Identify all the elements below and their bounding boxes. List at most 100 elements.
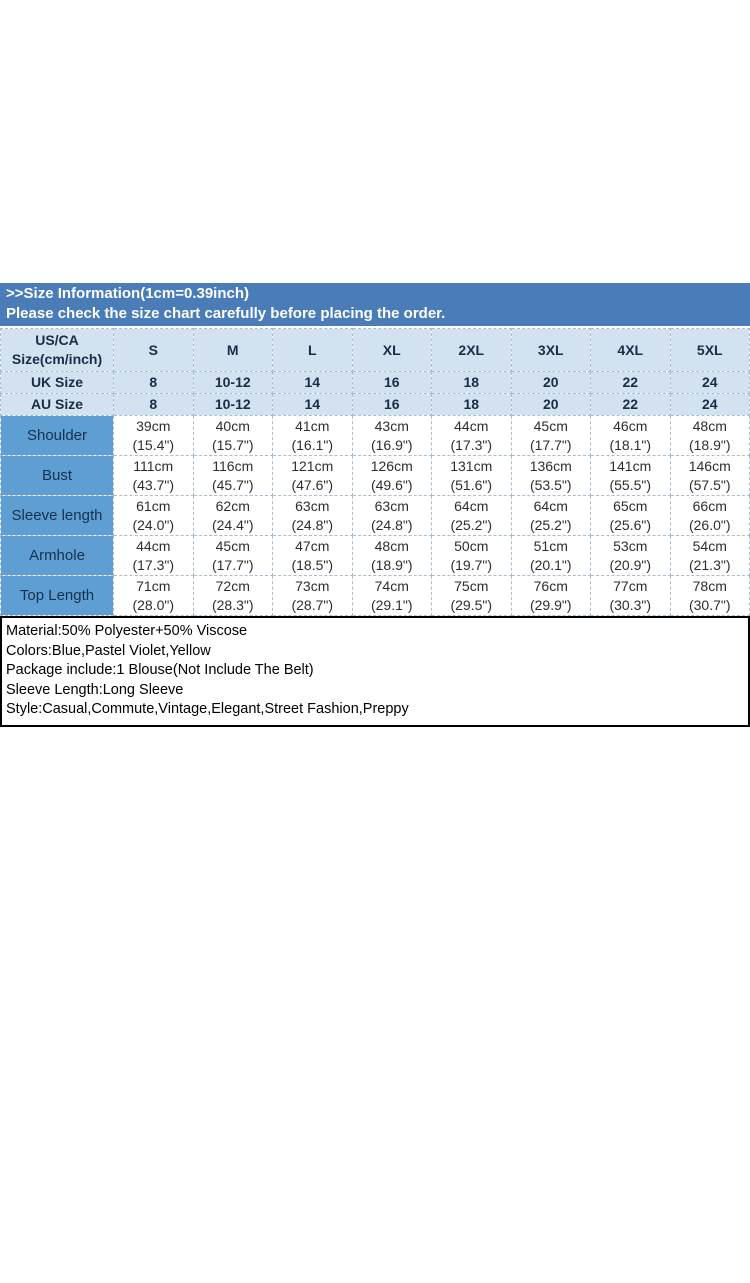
measurement-row: Sleeve length 61cm (24.0") 62cm (24.4") 63cm (… bbox=[0, 495, 750, 536]
cm-value: 71cm bbox=[136, 577, 171, 594]
inch-value: (15.7") bbox=[211, 436, 254, 453]
measurement-cell: 126cm (49.6") bbox=[351, 455, 432, 496]
cm-value: 78cm bbox=[692, 577, 727, 594]
cm-value: 111cm bbox=[133, 457, 174, 474]
inch-value: (29.1") bbox=[370, 596, 413, 613]
cm-value: 53cm bbox=[613, 537, 648, 554]
cm-value: 146cm bbox=[688, 457, 731, 474]
measurement-cell: 40cm (15.7") bbox=[192, 415, 273, 456]
size-info-banner: >>Size Information(1cm=0.39inch) Please … bbox=[0, 283, 750, 326]
cm-value: 48cm bbox=[692, 417, 727, 434]
row-label: Shoulder bbox=[0, 415, 114, 456]
size-cell: 18 bbox=[431, 371, 512, 394]
measurement-cell: 47cm (18.5") bbox=[272, 535, 353, 576]
size-cell: 24 bbox=[669, 371, 750, 394]
measurement-cell: 74cm (29.1") bbox=[351, 575, 432, 616]
size-cell: 16 bbox=[351, 393, 432, 416]
measurement-cell: 131cm (51.6") bbox=[431, 455, 512, 496]
inch-value: (28.3") bbox=[211, 596, 254, 613]
cm-value: 76cm bbox=[533, 577, 568, 594]
column-header: S bbox=[113, 328, 194, 372]
inch-value: (51.6") bbox=[450, 476, 493, 493]
measurement-row: Armhole 44cm (17.3") 45cm (17.7") 47cm (18.5")… bbox=[0, 535, 750, 576]
inch-value: (17.7") bbox=[529, 436, 572, 453]
cm-value: 116cm bbox=[212, 457, 254, 474]
inch-value: (20.1") bbox=[529, 556, 572, 573]
cm-value: 63cm bbox=[374, 497, 409, 514]
row-label: Top Length bbox=[0, 575, 114, 616]
cm-value: 74cm bbox=[374, 577, 409, 594]
cm-value: 39cm bbox=[136, 417, 171, 434]
cm-value: 48cm bbox=[374, 537, 409, 554]
inch-value: (55.5") bbox=[609, 476, 652, 493]
inch-value: (18.5") bbox=[291, 556, 334, 573]
cm-value: 45cm bbox=[533, 417, 568, 434]
size-cell: 8 bbox=[113, 371, 194, 394]
cm-value: 61cm bbox=[136, 497, 171, 514]
measurement-cell: 66cm (26.0") bbox=[669, 495, 750, 536]
measurement-cell: 50cm (19.7") bbox=[431, 535, 512, 576]
cm-value: 65cm bbox=[613, 497, 648, 514]
inch-value: (24.0") bbox=[132, 516, 175, 533]
size-cell: 16 bbox=[351, 371, 432, 394]
inch-value: (18.9") bbox=[370, 556, 413, 573]
measurement-cell: 54cm (21.3") bbox=[669, 535, 750, 576]
measurement-cell: 75cm (29.5") bbox=[431, 575, 512, 616]
inch-value: (43.7") bbox=[132, 476, 175, 493]
measurement-cell: 65cm (25.6") bbox=[590, 495, 671, 536]
size-cell: 18 bbox=[431, 393, 512, 416]
size-cell: 24 bbox=[669, 393, 750, 416]
column-header: M bbox=[192, 328, 273, 372]
table-header-row: US/CA Size(cm/inch) S M L XL 2XL 3XL 4XL 5XL bbox=[0, 328, 750, 372]
measurement-cell: 64cm (25.2") bbox=[431, 495, 512, 536]
inch-value: (16.1") bbox=[291, 436, 334, 453]
inch-value: (29.5") bbox=[450, 596, 493, 613]
cm-value: 44cm bbox=[454, 417, 489, 434]
measurement-cell: 146cm (57.5") bbox=[669, 455, 750, 496]
inch-value: (19.7") bbox=[450, 556, 493, 573]
detail-line: Sleeve Length:Long Sleeve bbox=[6, 681, 184, 698]
inch-value: (30.7") bbox=[688, 596, 731, 613]
corner-cell: US/CA Size(cm/inch) bbox=[0, 328, 114, 372]
inch-value: (16.9") bbox=[370, 436, 413, 453]
inch-value: (25.2") bbox=[529, 516, 572, 533]
inch-value: (20.9") bbox=[609, 556, 652, 573]
measurement-row: Shoulder 39cm (15.4") 40cm (15.7") 41cm (16.1"… bbox=[0, 415, 750, 456]
cm-value: 73cm bbox=[295, 577, 330, 594]
measurement-cell: 53cm (20.9") bbox=[590, 535, 671, 576]
inch-value: (57.5") bbox=[688, 476, 731, 493]
inch-value: (17.3") bbox=[132, 556, 175, 573]
inch-value: (24.4") bbox=[211, 516, 254, 533]
detail-line: Material:50% Polyester+50% Viscose bbox=[6, 623, 248, 639]
measurement-cell: 77cm (30.3") bbox=[590, 575, 671, 616]
size-cell: 22 bbox=[590, 371, 671, 394]
size-row: UK Size 8 10-12 14 16 18 20 22 24 bbox=[0, 371, 750, 394]
column-header: 5XL bbox=[669, 328, 750, 372]
cm-value: 44cm bbox=[136, 537, 171, 554]
measurement-cell: 73cm (28.7") bbox=[272, 575, 353, 616]
cm-value: 46cm bbox=[613, 417, 648, 434]
corner-line: US/CA bbox=[35, 332, 79, 348]
cm-value: 77cm bbox=[613, 577, 648, 594]
measurement-cell: 39cm (15.4") bbox=[113, 415, 194, 456]
measurement-cell: 46cm (18.1") bbox=[590, 415, 671, 456]
measurement-cell: 62cm (24.4") bbox=[192, 495, 273, 536]
inch-value: (28.7") bbox=[291, 596, 334, 613]
inch-value: (47.6") bbox=[291, 476, 334, 493]
inch-value: (24.8") bbox=[370, 516, 413, 533]
cm-value: 141cm bbox=[609, 457, 652, 474]
detail-line: Style:Casual,Commute,Vintage,Elegant,Str… bbox=[6, 701, 409, 717]
measurement-cell: 44cm (17.3") bbox=[431, 415, 512, 456]
cm-value: 43cm bbox=[374, 417, 409, 434]
measurement-cell: 76cm (29.9") bbox=[510, 575, 591, 616]
measurement-cell: 48cm (18.9") bbox=[351, 535, 432, 576]
cm-value: 136cm bbox=[529, 457, 572, 474]
column-header: L bbox=[272, 328, 353, 372]
measurement-cell: 48cm (18.9") bbox=[669, 415, 750, 456]
inch-value: (21.3") bbox=[688, 556, 731, 573]
size-cell: 14 bbox=[272, 393, 353, 416]
measurement-cell: 111cm (43.7") bbox=[113, 455, 194, 496]
cm-value: 62cm bbox=[215, 497, 250, 514]
row-label: Sleeve length bbox=[0, 495, 114, 536]
measurement-row: Top Length 71cm (28.0") 72cm (28.3") 73cm (28.… bbox=[0, 575, 750, 616]
